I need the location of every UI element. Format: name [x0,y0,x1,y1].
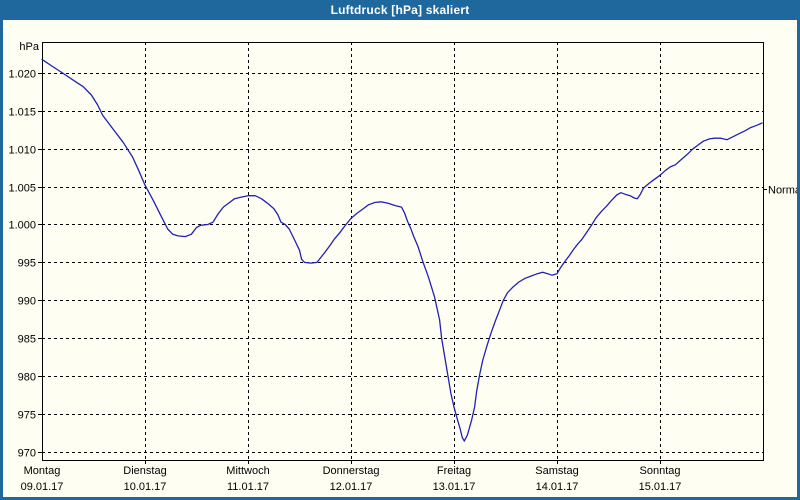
window-title-bar[interactable]: Luftdruck [hPa] skaliert [3,0,797,20]
y-tick-label: 980 [18,372,36,384]
plot-border [42,42,764,461]
normal-marker-label: Normal [768,185,800,197]
x-day-date: 14.01.17 [536,481,579,493]
x-day-name: Dienstag [123,465,166,477]
pressure-line-chart: 1.020 1.015 1.010 1.005 1.000 995 990 985 980 975… [8,41,800,493]
y-tick-label: 975 [18,410,36,422]
y-tick-label: 990 [18,296,36,308]
x-day-date: 12.01.17 [330,481,373,493]
x-day-date: 10.01.17 [124,481,167,493]
y-tick-label: 1.020 [8,69,36,81]
window-title: Luftdruck [hPa] skaliert [330,3,470,17]
x-day-date: 15.01.17 [639,481,682,493]
y-tick-label: 1.010 [8,145,36,157]
pressure-line [41,58,763,442]
x-day-name: Freitag [437,465,471,477]
y-axis-unit-label: hPa [19,41,39,53]
x-day-name: Donnerstag [323,465,380,477]
x-day-date: 13.01.17 [433,481,476,493]
x-day-date: 09.01.17 [21,481,64,493]
chart-area: 1.020 1.015 1.010 1.005 1.000 995 990 985 980 975… [3,20,797,497]
y-tick-label: 995 [18,258,36,270]
y-tick-label: 1.005 [8,183,36,195]
y-tick-label: 985 [18,334,36,346]
x-day-name: Montag [24,465,61,477]
x-day-date: 11.01.17 [227,481,269,493]
x-day-name: Samstag [535,465,578,477]
x-day-name: Mittwoch [226,465,269,477]
x-day-name: Sonntag [640,465,681,477]
y-tick-label: 970 [18,448,36,460]
y-tick-label: 1.000 [8,220,36,232]
y-tick-label: 1.015 [8,107,36,119]
